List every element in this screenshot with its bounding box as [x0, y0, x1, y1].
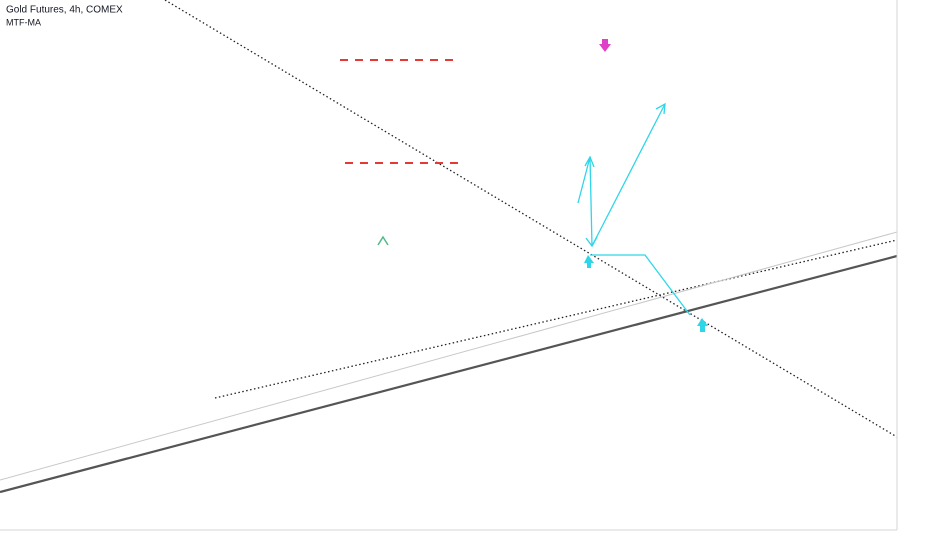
marker	[377, 235, 389, 246]
projection	[590, 254, 691, 316]
projection	[577, 103, 666, 247]
chart-title: Gold Futures, 4h, COMEX	[6, 5, 123, 16]
trend-line	[214, 239, 898, 399]
down-arrow	[599, 39, 611, 52]
up-arrow	[697, 318, 708, 332]
price-axis	[897, 0, 932, 550]
time-axis	[0, 530, 932, 550]
trend-line	[0, 254, 898, 494]
up-arrow	[584, 255, 594, 268]
arrow-head	[584, 102, 666, 248]
trend-line	[0, 231, 898, 481]
chart-subtitle: MTF-MA	[6, 17, 41, 27]
